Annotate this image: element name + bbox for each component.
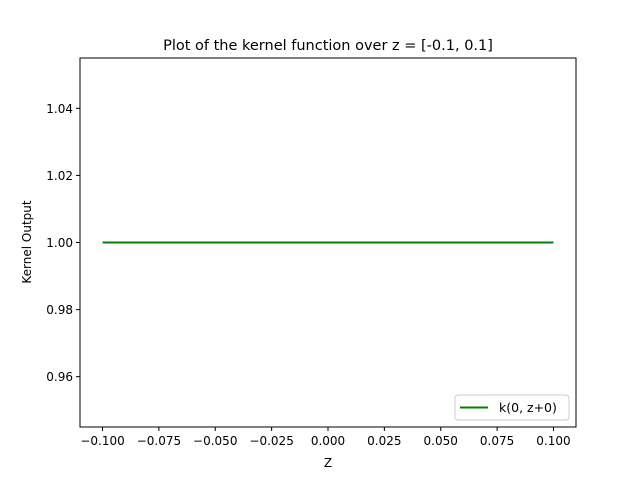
y-tick-label: 0.98	[46, 303, 73, 317]
legend-box	[454, 394, 570, 421]
x-tick-label: −0.025	[249, 434, 293, 448]
x-tick-label: −0.050	[193, 434, 237, 448]
y-tick-label: 1.04	[46, 102, 73, 116]
x-tick-label: −0.100	[80, 434, 124, 448]
x-tick-label: 0.075	[480, 434, 514, 448]
chart-title: Plot of the kernel function over z = [-0…	[163, 38, 493, 54]
x-tick-label: 0.025	[367, 434, 401, 448]
legend: k(0, z+0)	[454, 394, 570, 421]
y-axis-label: Kernel Output	[20, 200, 34, 283]
plot-frame	[79, 57, 577, 428]
y-tick-label: 1.02	[46, 169, 73, 183]
x-tick-label: 0.000	[311, 434, 345, 448]
y-tick-label: 0.96	[46, 370, 73, 384]
x-tick-label: 0.100	[536, 434, 570, 448]
y-axis: 0.96 0.98 1.00 1.02 1.04	[46, 102, 80, 384]
y-tick-label: 1.00	[46, 236, 73, 250]
x-tick-label: 0.050	[424, 434, 458, 448]
x-tick-label: −0.075	[137, 434, 181, 448]
x-axis-label: Z	[324, 456, 332, 470]
legend-entry-label: k(0, z+0)	[499, 400, 557, 415]
x-axis: −0.100 −0.075 −0.050 −0.025 0.000 0.025 0.050 0…	[80, 427, 571, 448]
